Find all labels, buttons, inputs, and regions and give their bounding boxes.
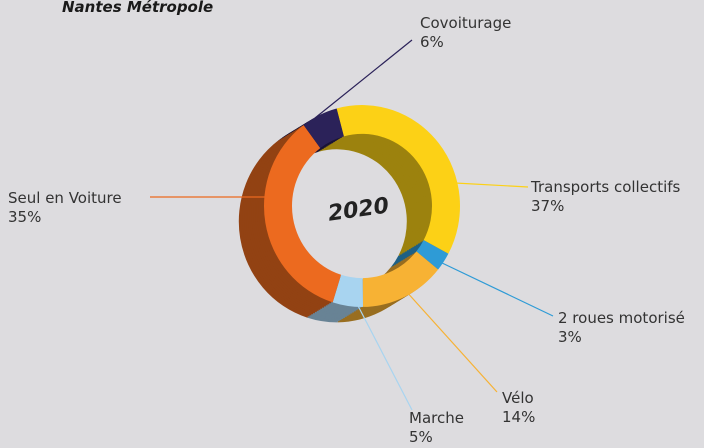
chart-title: Nantes Métropole [62, 0, 213, 16]
leader-line [404, 289, 498, 393]
value-label: 3% [558, 328, 582, 346]
value-label: 6% [420, 33, 444, 51]
value-label: 5% [409, 428, 433, 446]
leader-line [454, 182, 529, 188]
category-label: Covoiturage [420, 14, 511, 32]
slice [362, 251, 439, 307]
donut-top: 2020 [264, 105, 460, 307]
slice [336, 105, 460, 254]
category-label: Transports collectifs [530, 178, 681, 196]
category-label: Marche [409, 409, 464, 427]
value-label: 14% [502, 408, 535, 426]
leader-line [439, 261, 554, 317]
category-label: 2 roues motorisé [558, 309, 685, 327]
category-label: Seul en Voiture [8, 189, 122, 207]
value-label: 37% [531, 197, 564, 215]
value-label: 35% [8, 208, 41, 226]
slice [332, 274, 364, 307]
slice [303, 108, 344, 149]
category-label: Vélo [502, 389, 534, 407]
leader-line [314, 39, 413, 119]
leader-line [354, 299, 413, 411]
slice [264, 124, 342, 303]
